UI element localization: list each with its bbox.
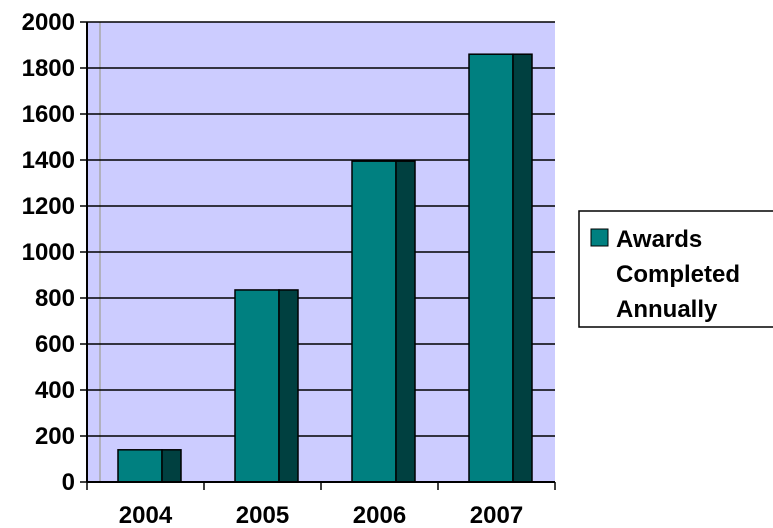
bar-2006 <box>351 160 416 483</box>
x-tick-label: 2005 <box>236 502 289 528</box>
bar-2004 <box>117 449 182 483</box>
bars <box>117 53 533 483</box>
y-tick-label: 600 <box>35 331 75 358</box>
legend-swatch <box>590 228 609 247</box>
y-tick-label: 1600 <box>22 101 75 128</box>
bar-front <box>351 160 397 483</box>
x-tick-label: 2006 <box>353 502 406 528</box>
x-tick-label: 2004 <box>119 502 173 528</box>
y-tick-label: 0 <box>62 469 75 496</box>
bar-side <box>161 449 182 483</box>
y-tick-label: 1800 <box>22 55 75 82</box>
y-tick-label: 800 <box>35 285 75 312</box>
legend-label-line-2: Completed <box>616 261 740 288</box>
x-axis-ticks: 2004 2005 2006 2007 <box>86 482 556 528</box>
y-tick-label: 2000 <box>22 9 75 36</box>
bar-side <box>395 160 416 483</box>
legend-box <box>578 210 773 328</box>
y-tick-label: 1000 <box>22 239 75 266</box>
y-tick-label: 1400 <box>22 147 75 174</box>
y-tick-label: 1200 <box>22 193 75 220</box>
bar-front <box>468 53 514 483</box>
legend: Awards Completed Annually <box>578 210 773 328</box>
bar-side <box>512 53 533 483</box>
legend-label-line-3: Annually <box>616 296 718 323</box>
bar-front <box>117 449 163 483</box>
legend-label-line-1: Awards <box>616 226 702 253</box>
bar-front <box>234 289 280 483</box>
x-tick-label: 2007 <box>470 502 523 528</box>
y-tick-label: 400 <box>35 377 75 404</box>
bar-2007 <box>468 53 533 483</box>
bar-side <box>278 289 299 483</box>
y-tick-label: 200 <box>35 423 75 450</box>
y-axis-ticks: 0 200 400 600 800 1000 1200 1400 1600 1800 2000 <box>22 9 87 496</box>
bar-2005 <box>234 289 299 483</box>
